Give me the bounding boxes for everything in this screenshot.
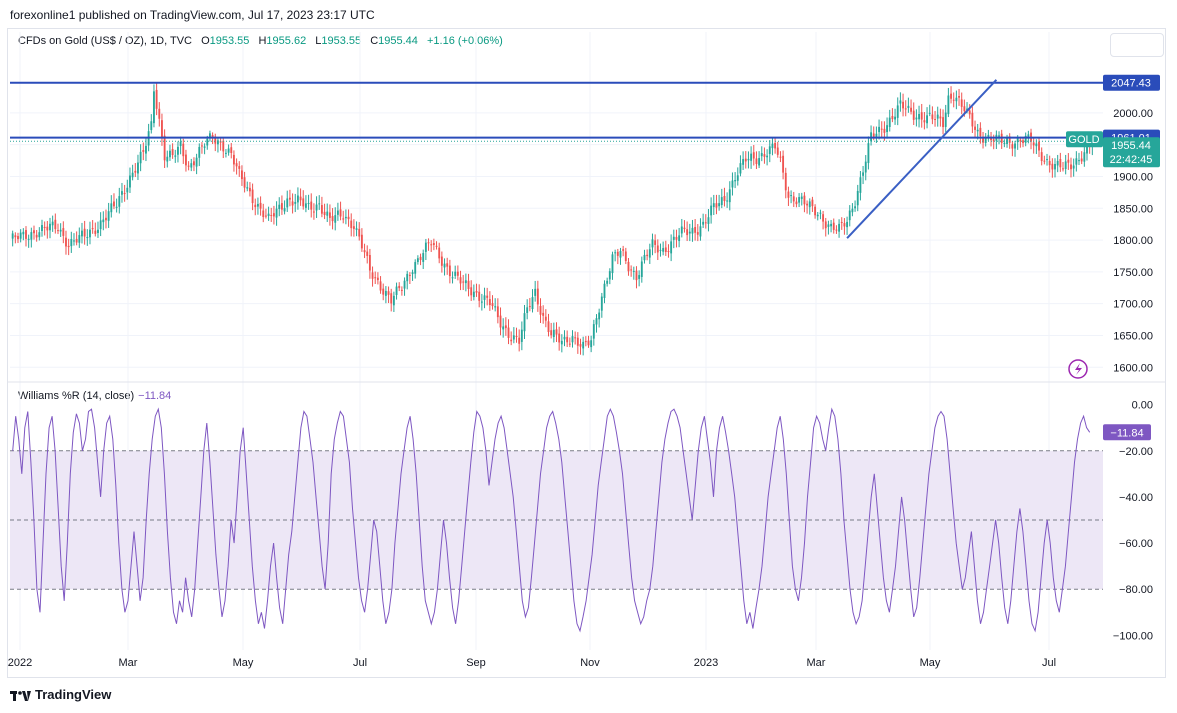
open-value: 1953.55 <box>209 35 250 47</box>
symbol-legend: CFDs on Gold (US$ / OZ), 1D, TVC O1953.5… <box>18 35 503 47</box>
williams-r-value: −11.84 <box>138 390 172 402</box>
published-caption: forexonline1 published on TradingView.co… <box>10 8 375 22</box>
footer-brand: TradingView <box>10 687 111 702</box>
williams-r-legend: Williams %R (14, close) −11.84 <box>18 390 171 402</box>
change-value: +1.16 (+0.06%) <box>426 35 503 47</box>
chart-toolbar-box[interactable] <box>1110 33 1164 57</box>
symbol-title[interactable]: CFDs on Gold (US$ / OZ), 1D, TVC <box>18 35 193 47</box>
footer-brand-text: TradingView <box>35 687 112 702</box>
chart-frame <box>7 28 1166 678</box>
low-label: L <box>315 35 322 47</box>
williams-r-title[interactable]: Williams %R (14, close) <box>18 390 135 402</box>
high-value: 1955.62 <box>266 35 307 47</box>
open-label: O <box>201 35 210 47</box>
low-value: 1953.55 <box>321 35 362 47</box>
tradingview-logo-icon <box>10 690 31 701</box>
close-label: C <box>370 35 379 47</box>
close-value: 1955.44 <box>378 35 418 47</box>
high-label: H <box>258 35 267 47</box>
